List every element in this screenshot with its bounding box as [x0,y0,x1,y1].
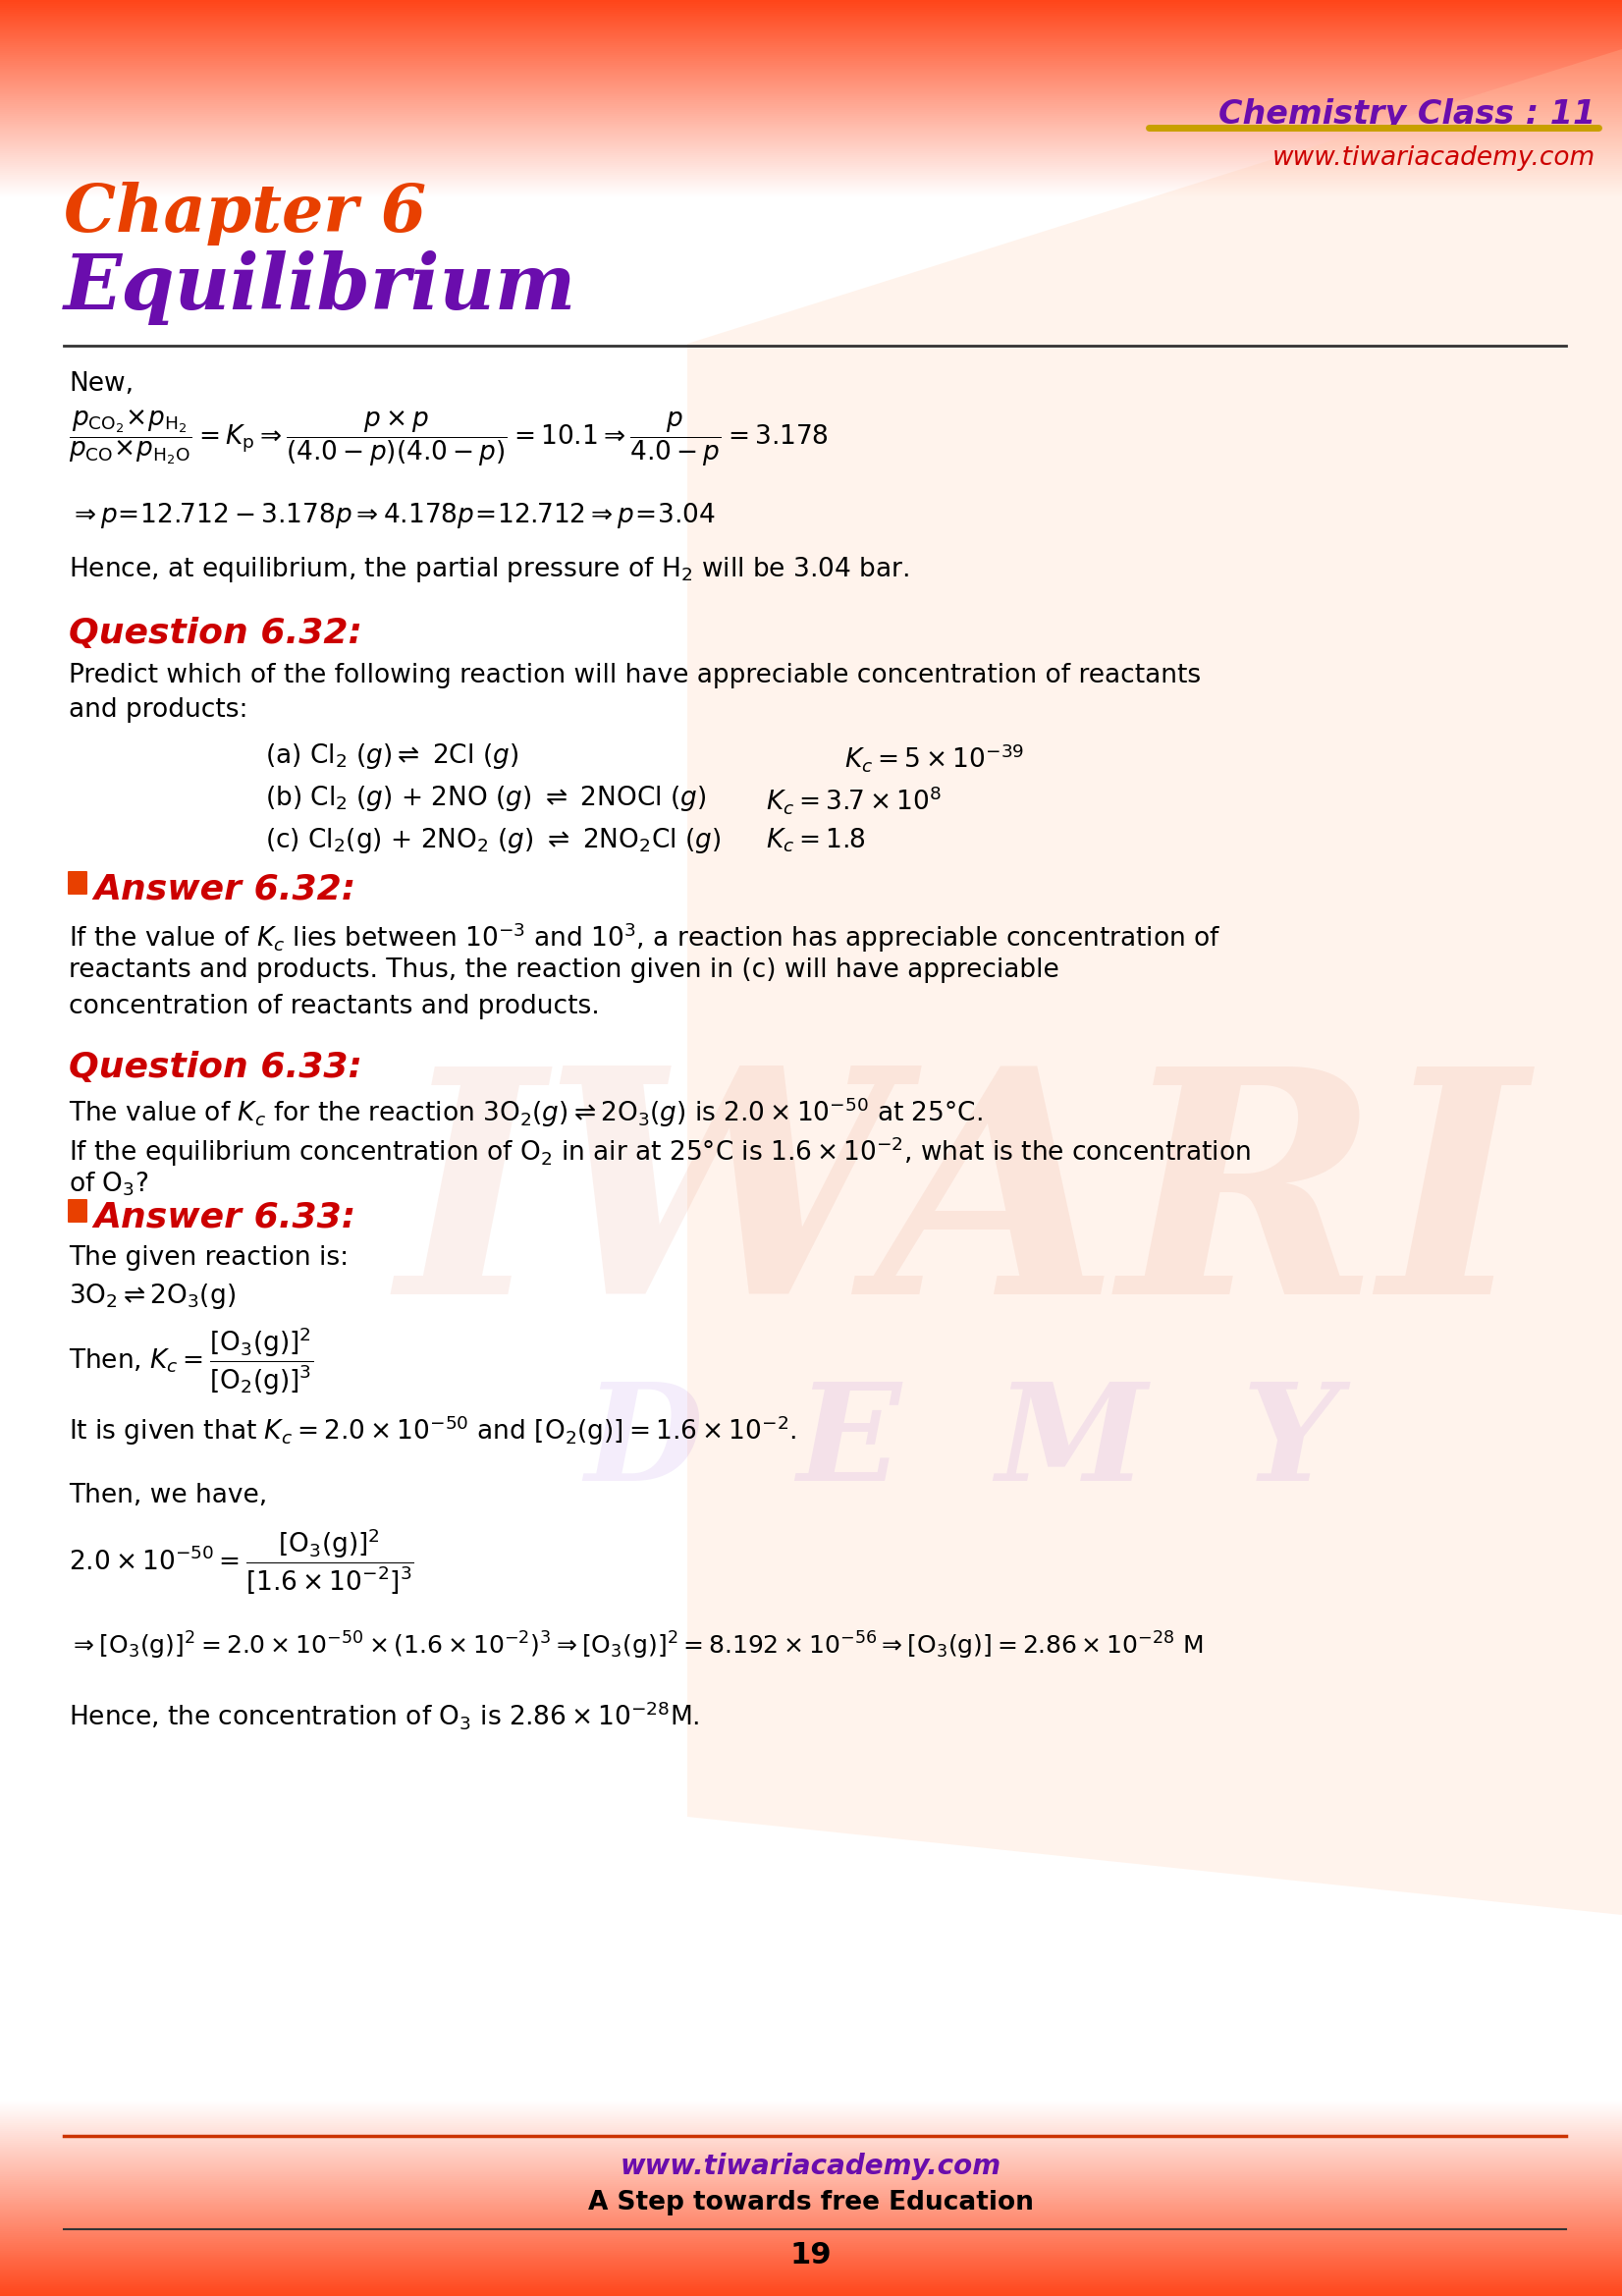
Text: www.tiwariacademy.com: www.tiwariacademy.com [1272,145,1596,170]
Text: D  E  M  Y: D E M Y [584,1378,1340,1508]
FancyBboxPatch shape [68,1199,88,1224]
Text: IWARI: IWARI [397,1056,1528,1359]
Text: Hence, the concentration of $\mathrm{O_3}$ is $2.86 \times 10^{-28}$M.: Hence, the concentration of $\mathrm{O_3… [68,1699,699,1731]
Text: The given reaction is:: The given reaction is: [68,1244,349,1270]
Text: Then, $K_c = \dfrac{[\mathrm{O_3(g)}]^2}{[\mathrm{O_2(g)}]^3}$: Then, $K_c = \dfrac{[\mathrm{O_3(g)}]^2}… [68,1325,313,1398]
Text: A Step towards free Education: A Step towards free Education [589,2190,1033,2216]
Text: $\Rightarrow [\mathrm{O_3(g)}]^2 = 2.0 \times 10^{-50} \times \left(1.6 \times 1: $\Rightarrow [\mathrm{O_3(g)}]^2 = 2.0 \… [68,1630,1204,1662]
Text: Predict which of the following reaction will have appreciable concentration of r: Predict which of the following reaction … [68,664,1200,689]
Text: (a) $\mathrm{Cl_2}$ $(g) \rightleftharpoons$ $\mathrm{2Cl}$ $(g)$: (a) $\mathrm{Cl_2}$ $(g) \rightleftharpo… [264,742,519,771]
Text: The value of $K_c$ for the reaction $\mathrm{3O_2}(g) \rightleftharpoons 2\mathr: The value of $K_c$ for the reaction $\ma… [68,1095,983,1130]
Text: Chapter 6: Chapter 6 [63,181,427,246]
Text: If the value of $K_c$ lies between $10^{-3}$ and $10^3$, a reaction has apprecia: If the value of $K_c$ lies between $10^{… [68,921,1221,955]
Text: $2.0 \times 10^{-50} = \dfrac{[\mathrm{O_3(g)}]^2}{\left[1.6 \times 10^{-2}\righ: $2.0 \times 10^{-50} = \dfrac{[\mathrm{O… [68,1527,414,1596]
Polygon shape [688,48,1622,1915]
Text: Equilibrium: Equilibrium [63,250,576,326]
Text: concentration of reactants and products.: concentration of reactants and products. [68,994,600,1019]
Text: Answer 6.32:: Answer 6.32: [94,872,355,905]
Text: $K_c = 1.8$: $K_c = 1.8$ [766,827,866,854]
Text: If the equilibrium concentration of $\mathrm{O_2}$ in air at 25°C is $1.6 \times: If the equilibrium concentration of $\ma… [68,1134,1251,1169]
Text: New,: New, [68,372,133,397]
Text: www.tiwariacademy.com: www.tiwariacademy.com [621,2154,1001,2181]
Text: $\dfrac{p_{\mathrm{CO_2}} \!\times\! p_{\mathrm{H_2}}}{p_{\mathrm{CO}} \!\times\: $\dfrac{p_{\mathrm{CO_2}} \!\times\! p_{… [68,409,829,468]
FancyBboxPatch shape [68,870,88,895]
Text: Chemistry Class : 11: Chemistry Class : 11 [1218,99,1596,131]
Text: Question 6.32:: Question 6.32: [68,618,362,650]
Text: reactants and products. Thus, the reaction given in (c) will have appreciable: reactants and products. Thus, the reacti… [68,957,1059,983]
Text: Answer 6.33:: Answer 6.33: [94,1201,355,1233]
Text: (b) $\mathrm{Cl_2}$ $(g)$ + $\mathrm{2NO}$ $(g)$ $\rightleftharpoons$ $\mathrm{2: (b) $\mathrm{Cl_2}$ $(g)$ + $\mathrm{2NO… [264,783,706,813]
Text: Hence, at equilibrium, the partial pressure of $\mathrm{H_2}$ will be 3.04 bar.: Hence, at equilibrium, the partial press… [68,556,908,583]
Text: $K_c = 5 \times 10^{-39}$: $K_c = 5 \times 10^{-39}$ [845,742,1023,774]
Text: Then, we have,: Then, we have, [68,1483,268,1508]
Text: and products:: and products: [68,698,248,723]
Text: $K_c = 3.7 \times 10^8$: $K_c = 3.7 \times 10^8$ [766,783,942,815]
Text: Question 6.33:: Question 6.33: [68,1052,362,1084]
Text: $3\mathrm{O_2} \rightleftharpoons 2\mathrm{O_3(g)}$: $3\mathrm{O_2} \rightleftharpoons 2\math… [68,1281,235,1311]
Text: 19: 19 [790,2241,832,2268]
Text: $\Rightarrow p\!=\!12.712-3.178p \Rightarrow 4.178p\!=\!12.712 \Rightarrow p\!=\: $\Rightarrow p\!=\!12.712-3.178p \Righta… [68,501,715,530]
Text: of $\mathrm{O_3}$?: of $\mathrm{O_3}$? [68,1171,149,1199]
Text: (c) $\mathrm{Cl_2(g)}$ + $\mathrm{2NO_2}$ $(g)$ $\rightleftharpoons$ $\mathrm{2N: (c) $\mathrm{Cl_2(g)}$ + $\mathrm{2NO_2}… [264,827,720,856]
Text: It is given that $K_c = 2.0 \times 10^{-50}$ and $[\mathrm{O_2(g)}] = 1.6 \times: It is given that $K_c = 2.0 \times 10^{-… [68,1414,796,1449]
